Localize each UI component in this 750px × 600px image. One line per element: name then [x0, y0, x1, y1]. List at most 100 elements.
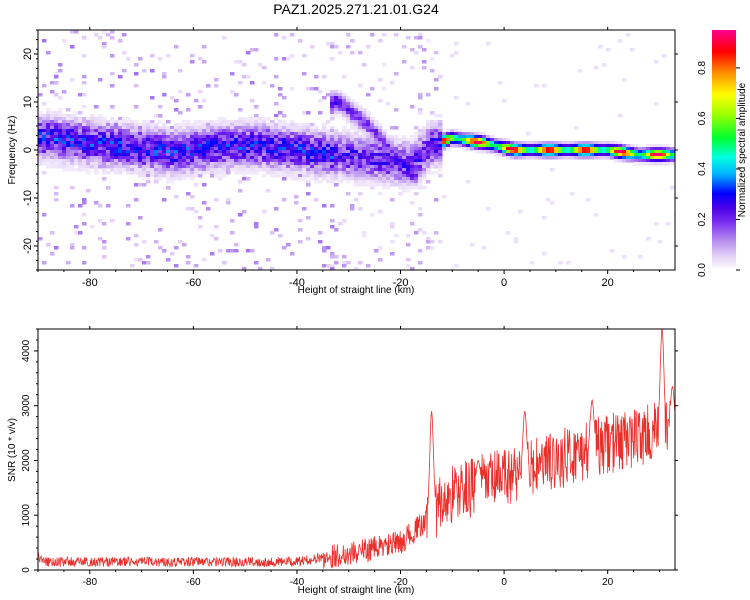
heatmap-cell	[162, 132, 167, 136]
heatmap-cell	[630, 48, 635, 52]
heatmap-cell	[298, 171, 303, 175]
heatmap-cell	[602, 63, 607, 67]
heatmap-cell	[150, 120, 155, 124]
heatmap-cell	[262, 174, 267, 178]
heatmap-cell	[242, 132, 247, 136]
heatmap-cell	[218, 138, 223, 142]
heatmap-cell	[206, 171, 211, 175]
heatmap-cell	[278, 150, 283, 154]
heatmap-cell	[82, 75, 87, 79]
heatmap-cell	[182, 153, 187, 157]
heatmap-cell	[438, 156, 443, 160]
heatmap-cell	[190, 168, 195, 172]
heatmap-cell	[430, 111, 435, 115]
heatmap-cell	[66, 261, 71, 265]
heatmap-cell	[234, 60, 239, 64]
heatmap-cell	[174, 159, 179, 163]
heatmap-cell	[102, 123, 107, 127]
heatmap-cell	[170, 147, 175, 151]
heatmap-cell	[514, 237, 519, 241]
heatmap-cell	[146, 123, 151, 127]
heatmap-cell	[310, 126, 315, 130]
heatmap-cell	[78, 135, 83, 139]
heatmap-cell	[206, 123, 211, 127]
heatmap-cell	[346, 45, 351, 49]
heatmap-cell	[402, 150, 407, 154]
heatmap-cell	[358, 138, 363, 142]
heatmap-cell	[434, 141, 439, 145]
heatmap-cell	[362, 144, 367, 148]
heatmap-cell	[110, 138, 115, 142]
heatmap-cell	[658, 147, 663, 151]
heatmap-cell	[654, 60, 659, 64]
heatmap-cell	[330, 168, 335, 172]
heatmap-cell	[494, 144, 499, 148]
heatmap-cell	[418, 96, 423, 100]
heatmap-cell	[426, 162, 431, 166]
heatmap-cell	[310, 171, 315, 175]
heatmap-cell	[522, 141, 527, 145]
heatmap-cell	[70, 147, 75, 151]
heatmap-cell	[354, 141, 359, 145]
heatmap-cell	[194, 147, 199, 151]
heatmap-cell	[118, 153, 123, 157]
heatmap-cell	[134, 144, 139, 148]
heatmap-cell	[58, 153, 63, 157]
heatmap-cell	[450, 129, 455, 133]
heatmap-cell	[442, 147, 447, 151]
heatmap-cell	[366, 171, 371, 175]
heatmap-cell	[374, 153, 379, 157]
heatmap-cell	[354, 171, 359, 175]
heatmap-cell	[386, 186, 391, 190]
heatmap-cell	[138, 129, 143, 133]
heatmap-cell	[266, 138, 271, 142]
heatmap-cell	[210, 156, 215, 160]
heatmap-cell	[306, 147, 311, 151]
heatmap-cell	[82, 123, 87, 127]
heatmap-cell	[274, 135, 279, 139]
heatmap-cell	[170, 138, 175, 142]
heatmap-cell	[574, 144, 579, 148]
heatmap-cell	[198, 138, 203, 142]
heatmap-cell	[362, 123, 367, 127]
heatmap-cell	[418, 168, 423, 172]
heatmap-cell	[414, 159, 419, 163]
heatmap-cell	[150, 159, 155, 163]
heatmap-cell	[154, 180, 159, 184]
heatmap-cell	[418, 156, 423, 160]
heatmap-cell	[422, 162, 427, 166]
heatmap-cell	[170, 165, 175, 169]
heatmap-cell	[366, 153, 371, 157]
heatmap-cell	[170, 180, 175, 184]
heatmap-cell	[170, 96, 175, 100]
heatmap-cell	[178, 69, 183, 73]
heatmap-cell	[98, 153, 103, 157]
heatmap-cell	[134, 126, 139, 130]
heatmap-cell	[558, 261, 563, 265]
heatmap-cell	[366, 177, 371, 181]
heatmap-cell	[294, 123, 299, 127]
heatmap-cell	[134, 150, 139, 154]
heatmap-cell	[438, 75, 443, 79]
heatmap-cell	[314, 165, 319, 169]
heatmap-cell	[442, 141, 447, 145]
heatmap-cell	[438, 168, 443, 172]
heatmap-cell	[182, 171, 187, 175]
heatmap-cell	[322, 144, 327, 148]
heatmap-cell	[214, 129, 219, 133]
heatmap-cell	[42, 138, 47, 142]
heatmap-cell	[238, 156, 243, 160]
heatmap-cell	[666, 147, 671, 151]
heatmap-cell	[418, 213, 423, 217]
heatmap-cell	[462, 144, 467, 148]
heatmap-cell	[102, 162, 107, 166]
heatmap-cell	[38, 162, 43, 166]
heatmap-cell	[334, 177, 339, 181]
heatmap-cell	[282, 141, 287, 145]
heatmap-cell	[338, 105, 343, 109]
heatmap-cell	[78, 111, 83, 115]
heatmap-cell	[554, 141, 559, 145]
heatmap-cell	[62, 120, 67, 124]
heatmap-cell	[290, 156, 295, 160]
heatmap-cell	[638, 153, 643, 157]
